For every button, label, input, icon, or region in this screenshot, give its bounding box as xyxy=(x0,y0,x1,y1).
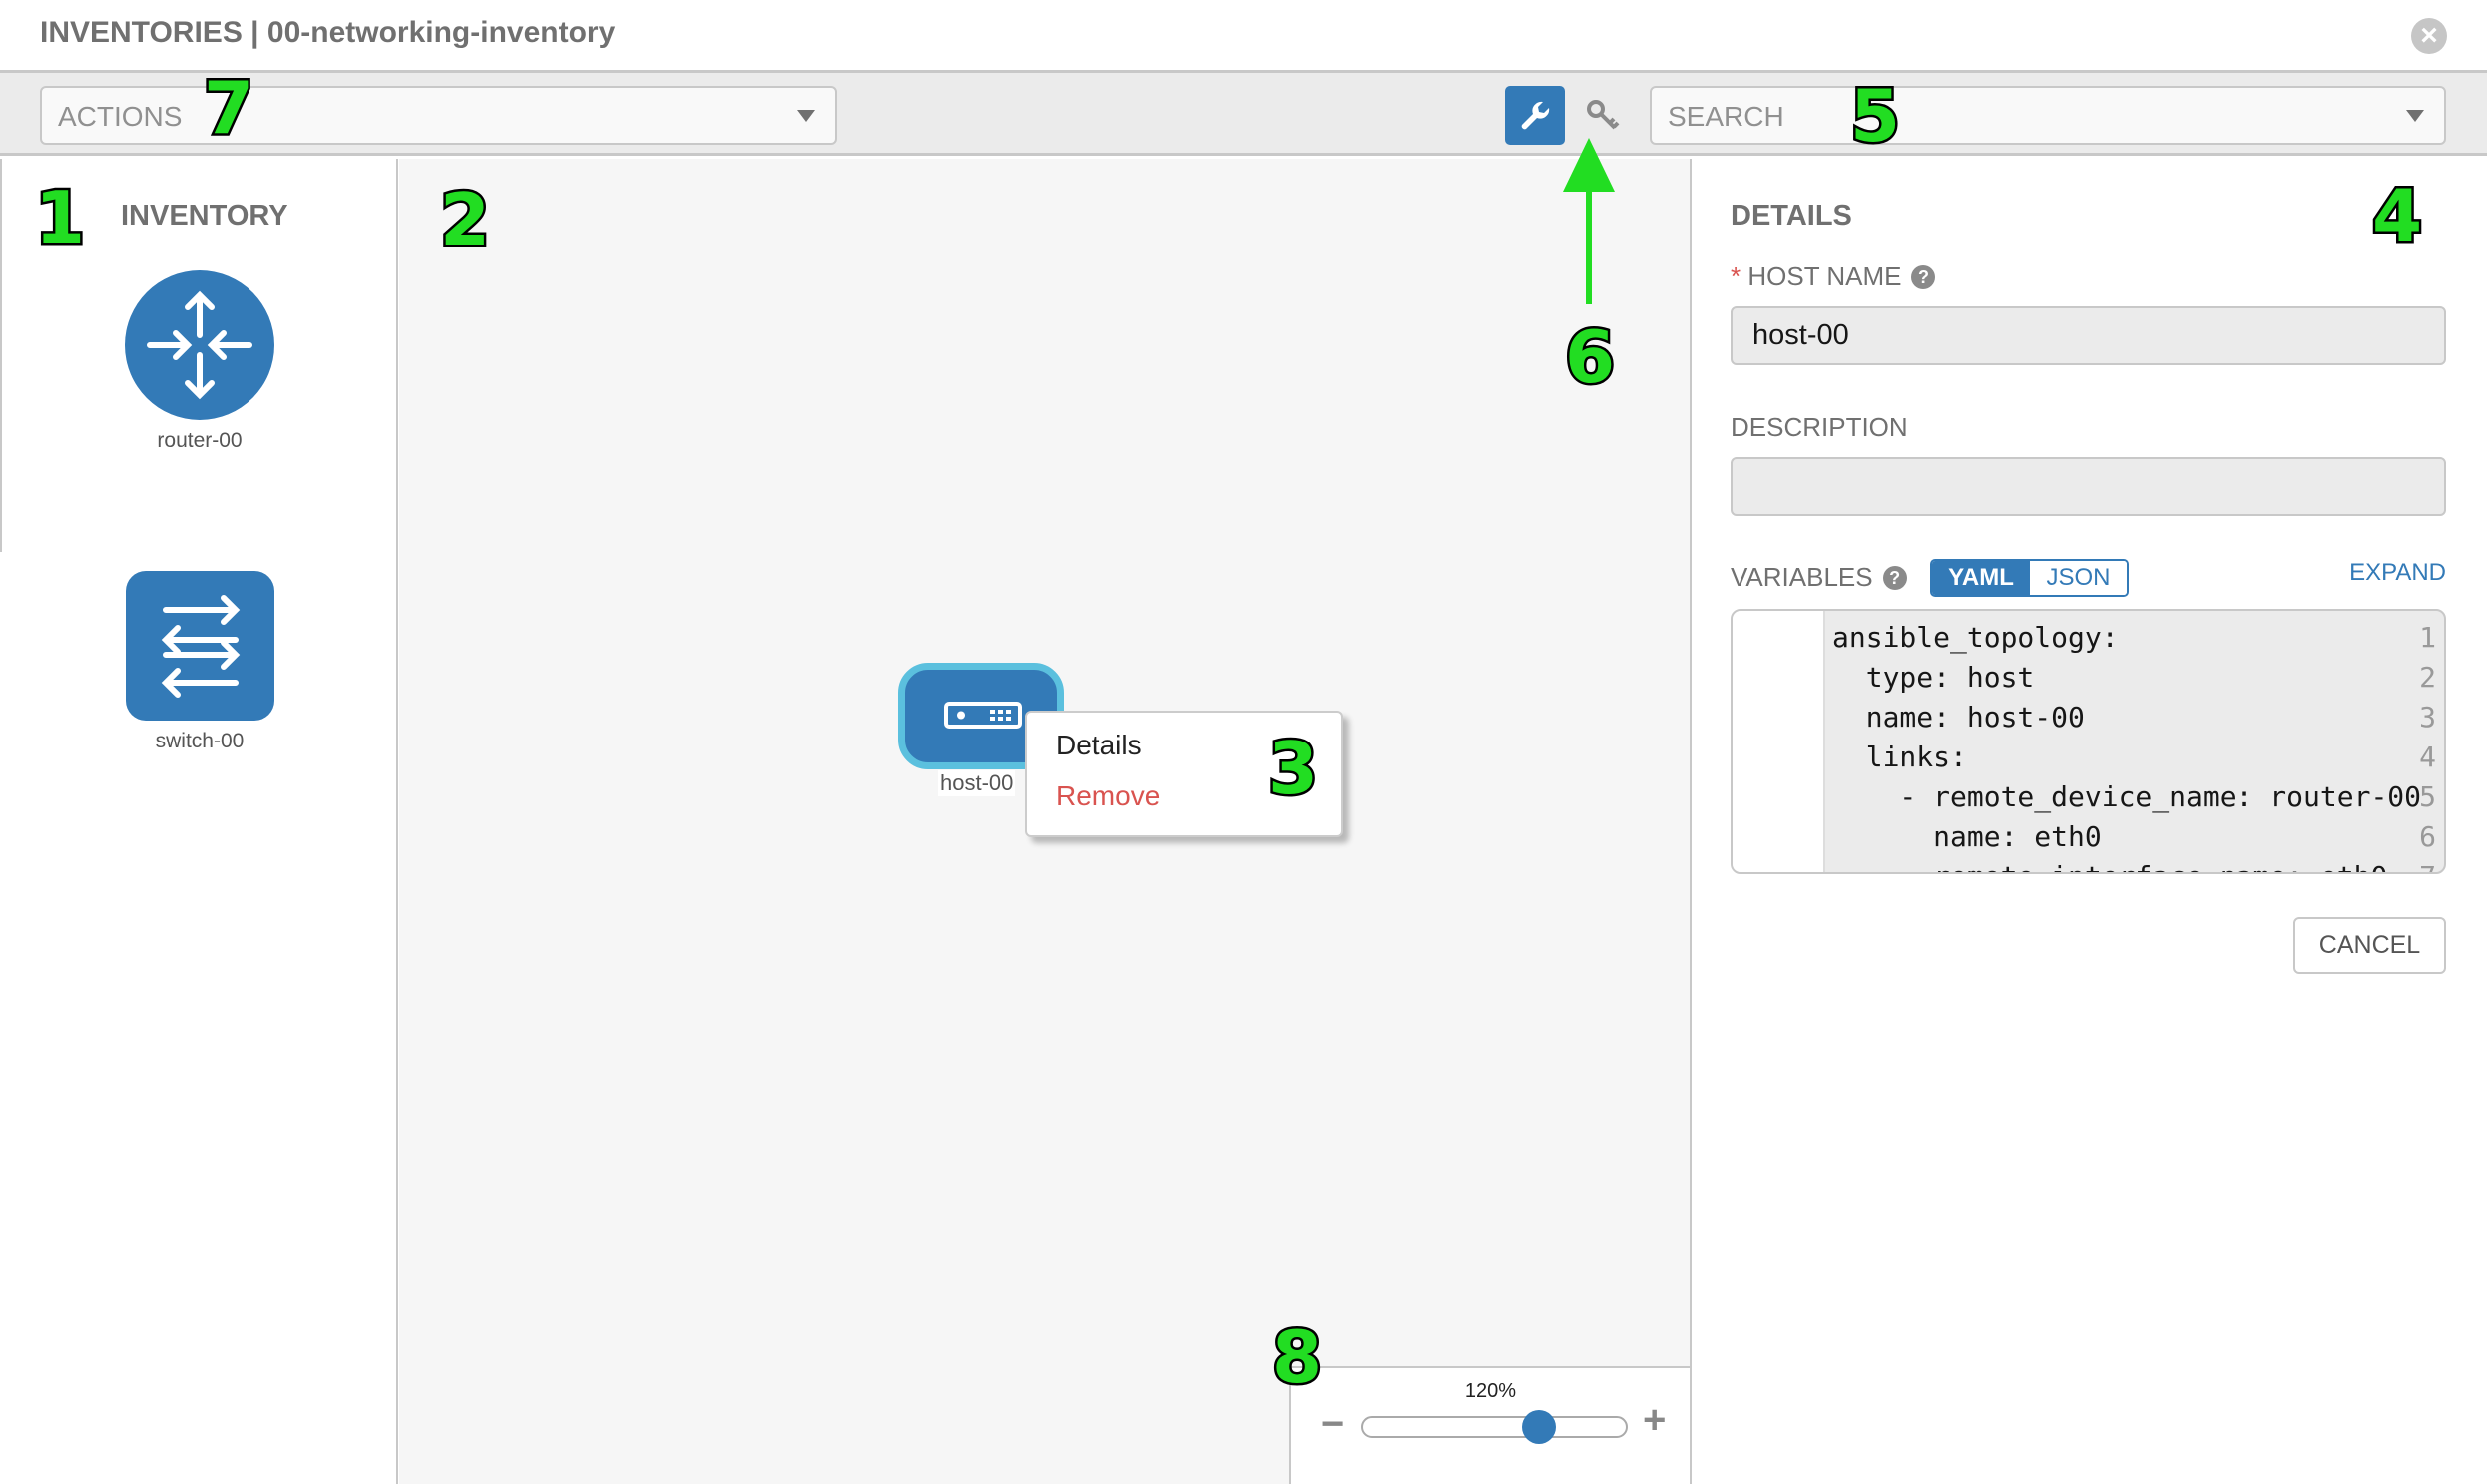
variables-label: VARIABLES? xyxy=(1731,562,1907,593)
line-gutter xyxy=(1733,611,1825,872)
zoom-out-icon[interactable]: − xyxy=(1321,1402,1345,1446)
host-name-label: * HOST NAME? xyxy=(1731,261,1936,292)
line-number: 4 xyxy=(2419,741,2436,773)
line-number: 7 xyxy=(2386,860,2436,872)
description-label: DESCRIPTION xyxy=(1731,412,1908,442)
required-mark: * xyxy=(1731,261,1741,291)
line-number: 6 xyxy=(2419,820,2436,853)
annotation-6: 6 xyxy=(1562,315,1617,399)
annotation-8: 8 xyxy=(1269,1315,1324,1399)
variables-text: VARIABLES xyxy=(1731,562,1873,592)
host-00-label: host-00 xyxy=(938,770,1016,796)
annotation-7: 7 xyxy=(201,66,255,150)
line-number: 3 xyxy=(2419,701,2436,734)
line-number: 1 xyxy=(2419,621,2436,654)
variables-editor[interactable]: 1 ansible_topology: 2 type: host 3 name: ho… xyxy=(1731,609,2446,874)
close-icon[interactable]: × xyxy=(2411,18,2447,54)
switch-icon xyxy=(161,595,241,698)
annotation-arrow-icon xyxy=(1563,138,1615,304)
code-line: - remote_device_name: router-00 xyxy=(1832,780,2422,813)
line-number: 2 xyxy=(2419,661,2436,694)
json-toggle[interactable]: JSON xyxy=(2030,561,2127,595)
actions-placeholder: ACTIONS xyxy=(58,101,183,132)
switch-00-label: switch-00 xyxy=(155,730,245,752)
menu-item-remove[interactable]: Remove xyxy=(1056,780,1161,811)
menu-item-details[interactable]: Details xyxy=(1056,730,1142,760)
expand-link[interactable]: EXPAND xyxy=(2349,559,2446,586)
description-input[interactable] xyxy=(1731,457,2446,516)
wrench-button[interactable] xyxy=(1505,86,1565,145)
context-menu: Details Remove xyxy=(1025,711,1343,837)
key-icon xyxy=(1587,100,1620,130)
code-line: ansible_topology: xyxy=(1832,621,2119,654)
wrench-icon xyxy=(1521,101,1550,130)
code-line: links: xyxy=(1832,741,1967,773)
chevron-down-icon xyxy=(797,110,815,122)
annotation-3: 3 xyxy=(1265,727,1320,810)
code-line: remote_interface_name: eth0 xyxy=(1832,860,2387,872)
code-line: name: eth0 xyxy=(1832,820,2102,853)
zoom-level: 120% xyxy=(1464,1380,1517,1402)
host-name-text: HOST NAME xyxy=(1747,261,1902,291)
search-dropdown[interactable]: SEARCH xyxy=(1650,86,2446,145)
code-line: name: host-00 xyxy=(1832,701,2085,734)
server-icon xyxy=(944,702,1022,729)
actions-dropdown[interactable]: ACTIONS xyxy=(40,86,837,145)
router-00-label: router-00 xyxy=(157,429,243,452)
zoom-slider-thumb[interactable] xyxy=(1522,1410,1556,1444)
format-toggle: YAML JSON xyxy=(1930,559,2129,597)
annotation-1: 1 xyxy=(32,176,87,259)
help-icon[interactable]: ? xyxy=(1911,265,1936,289)
title-bar: INVENTORIES | 00-networking-inventory × xyxy=(0,0,2487,73)
help-icon[interactable]: ? xyxy=(1882,566,1907,590)
details-heading: DETAILS xyxy=(1731,200,1852,232)
code-line: type: host xyxy=(1832,661,2035,694)
annotation-4: 4 xyxy=(2369,174,2424,257)
cancel-button[interactable]: CANCEL xyxy=(2293,917,2446,974)
yaml-toggle[interactable]: YAML xyxy=(1932,561,2030,595)
zoom-in-icon[interactable]: + xyxy=(1643,1398,1667,1442)
line-number: 5 xyxy=(2419,780,2436,813)
host-name-input[interactable]: host-00 xyxy=(1731,306,2446,365)
switch-00-item[interactable] xyxy=(126,571,274,721)
search-placeholder: SEARCH xyxy=(1668,101,1784,132)
zoom-control: 120% − + xyxy=(1289,1366,1690,1484)
router-00-item[interactable] xyxy=(125,270,274,420)
divider xyxy=(0,159,2,552)
chevron-down-icon xyxy=(2406,110,2424,122)
key-button[interactable] xyxy=(1580,92,1626,138)
router-icon xyxy=(147,290,252,400)
inventory-heading: INVENTORY xyxy=(121,200,288,232)
page-title: INVENTORIES | 00-networking-inventory xyxy=(40,16,616,49)
annotation-5: 5 xyxy=(1847,74,1902,158)
zoom-slider[interactable] xyxy=(1361,1416,1628,1438)
annotation-2: 2 xyxy=(437,178,492,261)
